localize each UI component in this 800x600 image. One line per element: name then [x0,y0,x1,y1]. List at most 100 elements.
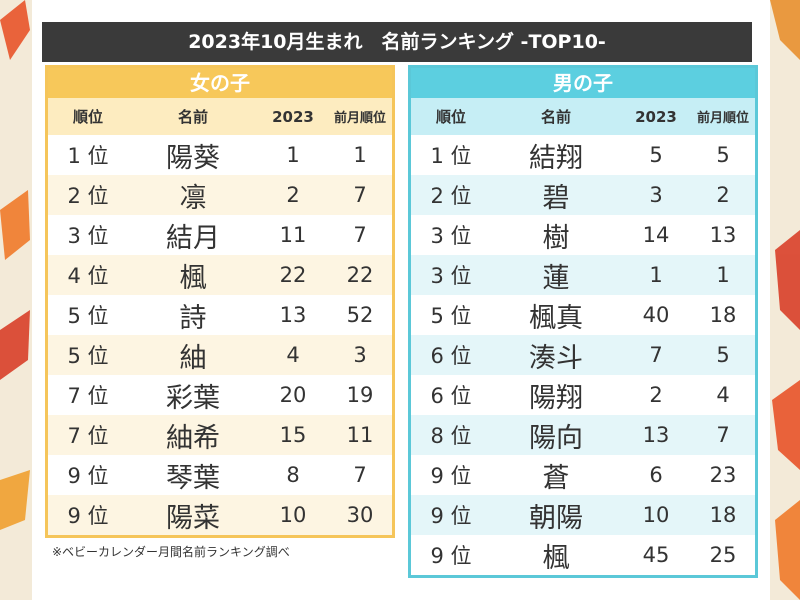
table-row: 1 位 結翔 5 5 [411,135,755,175]
table-row: 5 位 詩 13 52 [48,295,392,335]
table-cell: 19 [346,383,374,407]
table-cell: 23 [709,463,737,487]
table-cell: 9 位 [430,504,472,528]
table-cell: 2 [716,183,730,207]
table-cell: 11 [279,223,307,247]
table-cell: 7 位 [67,384,109,408]
column-header: 前月順位 [696,111,749,126]
table-cell: 1 位 [430,144,472,168]
table-cell: 22 [279,263,307,287]
table-cell: 楓 [542,542,570,574]
table-cell: 2 位 [67,184,109,208]
table-cell: 1 [716,263,730,287]
table-row: 3 位 蓮 1 1 [411,255,755,295]
table-cell: 紬 [179,342,207,374]
title-bar: 2023年10月生まれ 名前ランキング -TOP10- [42,22,752,62]
table-cell: 4 [716,383,730,407]
table-cell: 13 [709,223,737,247]
table-cell: 18 [709,503,737,527]
table-cell: 9 位 [430,544,472,568]
table-cell: 4 [286,343,300,367]
table-cell: 3 位 [67,224,109,248]
panel-title: 女の子 [48,68,392,98]
table-cell: 4 位 [67,264,109,288]
table-row: 9 位 琴葉 8 7 [48,455,392,495]
table-cell: 5 位 [430,304,472,328]
footnote: ※ベビーカレンダー月間名前ランキング調べ [52,545,290,559]
table-cell: 5 位 [67,304,109,328]
table-cell: 湊斗 [529,342,583,374]
table-cell: 琴葉 [166,462,220,494]
table-cell: 7 [649,343,663,367]
table-cell: 9 位 [67,464,109,488]
column-header: 名前 [540,108,571,126]
table-row: 6 位 湊斗 7 5 [411,335,755,375]
table-cell: 7 [716,423,730,447]
table-cell: 3 [353,343,367,367]
table-cell: 朝陽 [529,502,583,534]
table-cell: 彩葉 [166,382,220,414]
table-cell: 7 [353,223,367,247]
table-row: 9 位 朝陽 10 18 [411,495,755,535]
column-header: 名前 [177,108,208,126]
table-row: 6 位 陽翔 2 4 [411,375,755,415]
table-cell: 52 [346,303,374,327]
table-cell: 10 [279,503,307,527]
table-cell: 10 [642,503,670,527]
column-header: 前月順位 [333,111,386,126]
table-row: 7 位 彩葉 20 19 [48,375,392,415]
table-cell: 結翔 [529,142,583,174]
panel-title: 男の子 [411,68,755,98]
table-row: 3 位 樹 14 13 [411,215,755,255]
table-cell: 2 [286,183,300,207]
column-header: 2023 [635,107,677,126]
table-row: 2 位 凛 2 7 [48,175,392,215]
table-cell: 9 位 [430,464,472,488]
table-cell: 3 位 [430,264,472,288]
table-cell: 8 位 [430,424,472,448]
table-row: 9 位 楓 45 25 [411,535,755,575]
table-cell: 2 位 [430,184,472,208]
table-row: 5 位 紬 4 3 [48,335,392,375]
table-row: 7 位 紬希 15 11 [48,415,392,455]
table-cell: 蒼 [542,462,570,494]
table-cell: 15 [279,423,307,447]
table-cell: 陽菜 [166,502,220,534]
table-cell: 7 [353,183,367,207]
table-cell: 碧 [542,182,570,214]
table-cell: 1 [286,143,300,167]
table-row: 8 位 陽向 13 7 [411,415,755,455]
table-cell: 7 位 [67,424,109,448]
table-cell: 7 [353,463,367,487]
table-cell: 22 [346,263,374,287]
table-cell: 9 位 [67,504,109,528]
table-cell: 3 [649,183,663,207]
table-cell: 25 [709,543,737,567]
table-cell: 陽葵 [166,142,220,174]
table-cell: 紬希 [166,422,220,454]
table-row: 5 位 楓真 40 18 [411,295,755,335]
table-cell: 13 [279,303,307,327]
table-cell: 6 [649,463,663,487]
table-cell: 詩 [179,302,207,334]
table-cell: 結月 [166,222,220,254]
table-cell: 45 [642,543,670,567]
table-cell: 13 [642,423,670,447]
table-cell: 1 位 [67,144,109,168]
table-row: 9 位 陽菜 10 30 [48,495,392,535]
column-header: 2023 [272,107,314,126]
table-cell: 2 [649,383,663,407]
table-cell: 30 [346,503,374,527]
table-cell: 6 位 [430,384,472,408]
column-header: 順位 [72,108,103,126]
table-cell: 6 位 [430,344,472,368]
table-cell: 20 [279,383,307,407]
table-cell: 11 [346,423,374,447]
column-header: 順位 [435,108,466,126]
table-cell: 樹 [542,222,570,254]
table-row: 3 位 結月 11 7 [48,215,392,255]
table-cell: 陽翔 [529,382,583,414]
